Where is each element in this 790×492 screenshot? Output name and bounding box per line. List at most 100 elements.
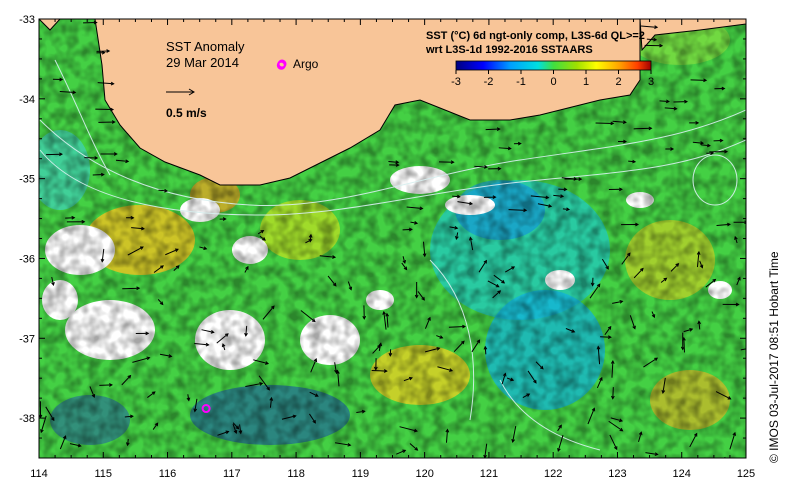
x-tick-label: 123 (608, 468, 626, 480)
current-arrow (253, 359, 270, 365)
current-arrow (715, 391, 732, 400)
current-arrow (406, 206, 424, 211)
current-arrow (530, 195, 550, 200)
current-arrow (513, 141, 522, 146)
current-arrow (424, 346, 441, 353)
current-arrow (402, 256, 407, 265)
current-arrow (378, 342, 383, 352)
current-arrow (92, 457, 94, 458)
y-axis: -33-34-35-36-37-38 (19, 14, 746, 459)
current-arrow (98, 120, 116, 124)
y-tick-label: -38 (19, 413, 35, 425)
current-arrow (402, 227, 413, 232)
current-arrow (262, 305, 275, 320)
current-arrow (193, 398, 198, 413)
current-arrow (535, 361, 544, 370)
y-tick-label: -37 (19, 333, 35, 345)
current-arrow (152, 422, 159, 430)
colorbar-label: 2 (615, 76, 621, 88)
x-tick-label: 121 (480, 468, 498, 480)
current-arrow (557, 424, 562, 432)
current-arrow (611, 387, 615, 400)
current-arrow (362, 305, 367, 320)
current-arrow (334, 442, 352, 447)
current-arrow (564, 177, 583, 181)
current-vectors (39, 20, 746, 458)
current-arrow (604, 325, 612, 336)
current-arrow (238, 424, 243, 435)
depth-contours (39, 59, 746, 451)
y-tick-label: -33 (19, 14, 35, 26)
map-date: 29 Mar 2014 (166, 55, 239, 70)
current-arrow (565, 328, 576, 333)
colorbar: -3 -2 -1 0 1 2 3 (451, 60, 654, 88)
current-arrow (84, 156, 99, 160)
current-arrow (51, 276, 55, 287)
current-arrow (734, 235, 738, 244)
current-arrow (219, 217, 227, 221)
current-arrow (716, 222, 731, 227)
current-arrow (122, 286, 141, 291)
current-arrow (438, 160, 455, 165)
current-arrow (629, 315, 636, 330)
y-tick-label: -35 (19, 174, 35, 186)
current-arrow (257, 229, 265, 235)
current-arrow (468, 236, 474, 251)
current-arrow (356, 409, 366, 414)
x-tick-label: 117 (223, 468, 241, 480)
current-arrow (689, 121, 700, 125)
current-arrow (449, 225, 459, 230)
current-arrow (388, 349, 393, 357)
current-arrow (115, 159, 130, 164)
colorbar-label: -3 (451, 76, 461, 88)
current-arrow (498, 146, 512, 151)
current-arrow (59, 90, 77, 95)
x-tick-label: 116 (159, 468, 177, 480)
current-arrow (258, 375, 270, 391)
x-tick-label: 115 (94, 468, 112, 480)
current-arrow (714, 86, 726, 91)
current-arrow (596, 345, 601, 365)
current-arrow (699, 260, 704, 269)
x-tick-label: 122 (544, 468, 562, 480)
current-arrow (736, 276, 741, 286)
current-arrow (153, 265, 164, 273)
current-arrow (124, 414, 134, 419)
current-arrow (595, 121, 615, 126)
current-arrow (83, 20, 98, 25)
current-arrow (221, 343, 226, 351)
current-arrow (396, 449, 407, 455)
current-arrow (522, 393, 531, 398)
current-arrow (724, 456, 726, 458)
current-arrow (471, 339, 481, 353)
current-arrow (158, 188, 169, 193)
current-arrow (501, 372, 507, 385)
current-arrow (186, 394, 191, 402)
current-arrow (608, 420, 624, 432)
current-arrow (100, 152, 118, 156)
current-arrow (259, 235, 266, 241)
current-arrow (557, 434, 564, 453)
argo-legend-label: Argo (293, 57, 319, 71)
current-arrow (457, 201, 474, 206)
current-arrow (147, 391, 156, 398)
current-arrow (373, 358, 378, 371)
current-arrow (347, 281, 353, 291)
scale-arrow-icon (166, 88, 195, 96)
current-arrow (621, 252, 631, 265)
x-axis: 114 115 116 117 118 119 120 121 122 123 124 125 (30, 19, 755, 480)
colorbar-label: -1 (516, 76, 526, 88)
current-arrow (612, 120, 627, 125)
current-arrow (445, 428, 450, 443)
current-arrow (216, 333, 229, 344)
current-arrow (403, 376, 413, 382)
current-arrow (692, 141, 705, 145)
current-arrow (664, 106, 678, 111)
land-mass (94, 19, 641, 186)
current-arrow (590, 277, 595, 287)
x-tick-label: 120 (415, 468, 433, 480)
current-arrow (488, 166, 502, 171)
current-arrow (683, 327, 694, 333)
colorbar-ticks: -3 -2 -1 0 1 2 3 (451, 70, 654, 88)
